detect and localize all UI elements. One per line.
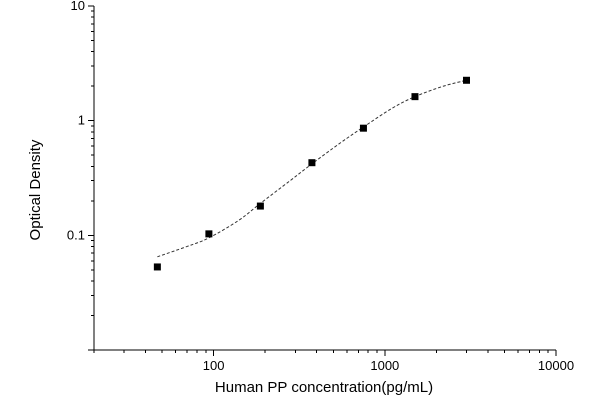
data-point: [411, 93, 419, 101]
x-tick-label: 10000: [538, 358, 574, 373]
y-tick-label: 10: [71, 0, 85, 13]
fit-curve-line: [157, 79, 467, 258]
y-axis-title: Optical Density: [27, 139, 44, 240]
data-point: [463, 76, 470, 84]
data-point: [359, 124, 367, 132]
points-layer: [153, 76, 470, 271]
data-point: [256, 202, 264, 210]
y-tick-label: 1: [78, 113, 85, 128]
x-axis-title: Human PP concentration(pg/mL): [215, 379, 433, 396]
data-point: [308, 159, 316, 167]
data-point: [205, 230, 213, 238]
ticks-layer: 0.1 1 10 100 1000 10000: [67, 0, 574, 373]
x-tick-label: 100: [203, 358, 225, 373]
curve-layer: [157, 79, 467, 258]
axes-layer: [93, 6, 556, 351]
y-tick-label: 0.1: [67, 227, 85, 242]
x-tick-label: 1000: [370, 358, 399, 373]
data-point: [153, 263, 161, 271]
